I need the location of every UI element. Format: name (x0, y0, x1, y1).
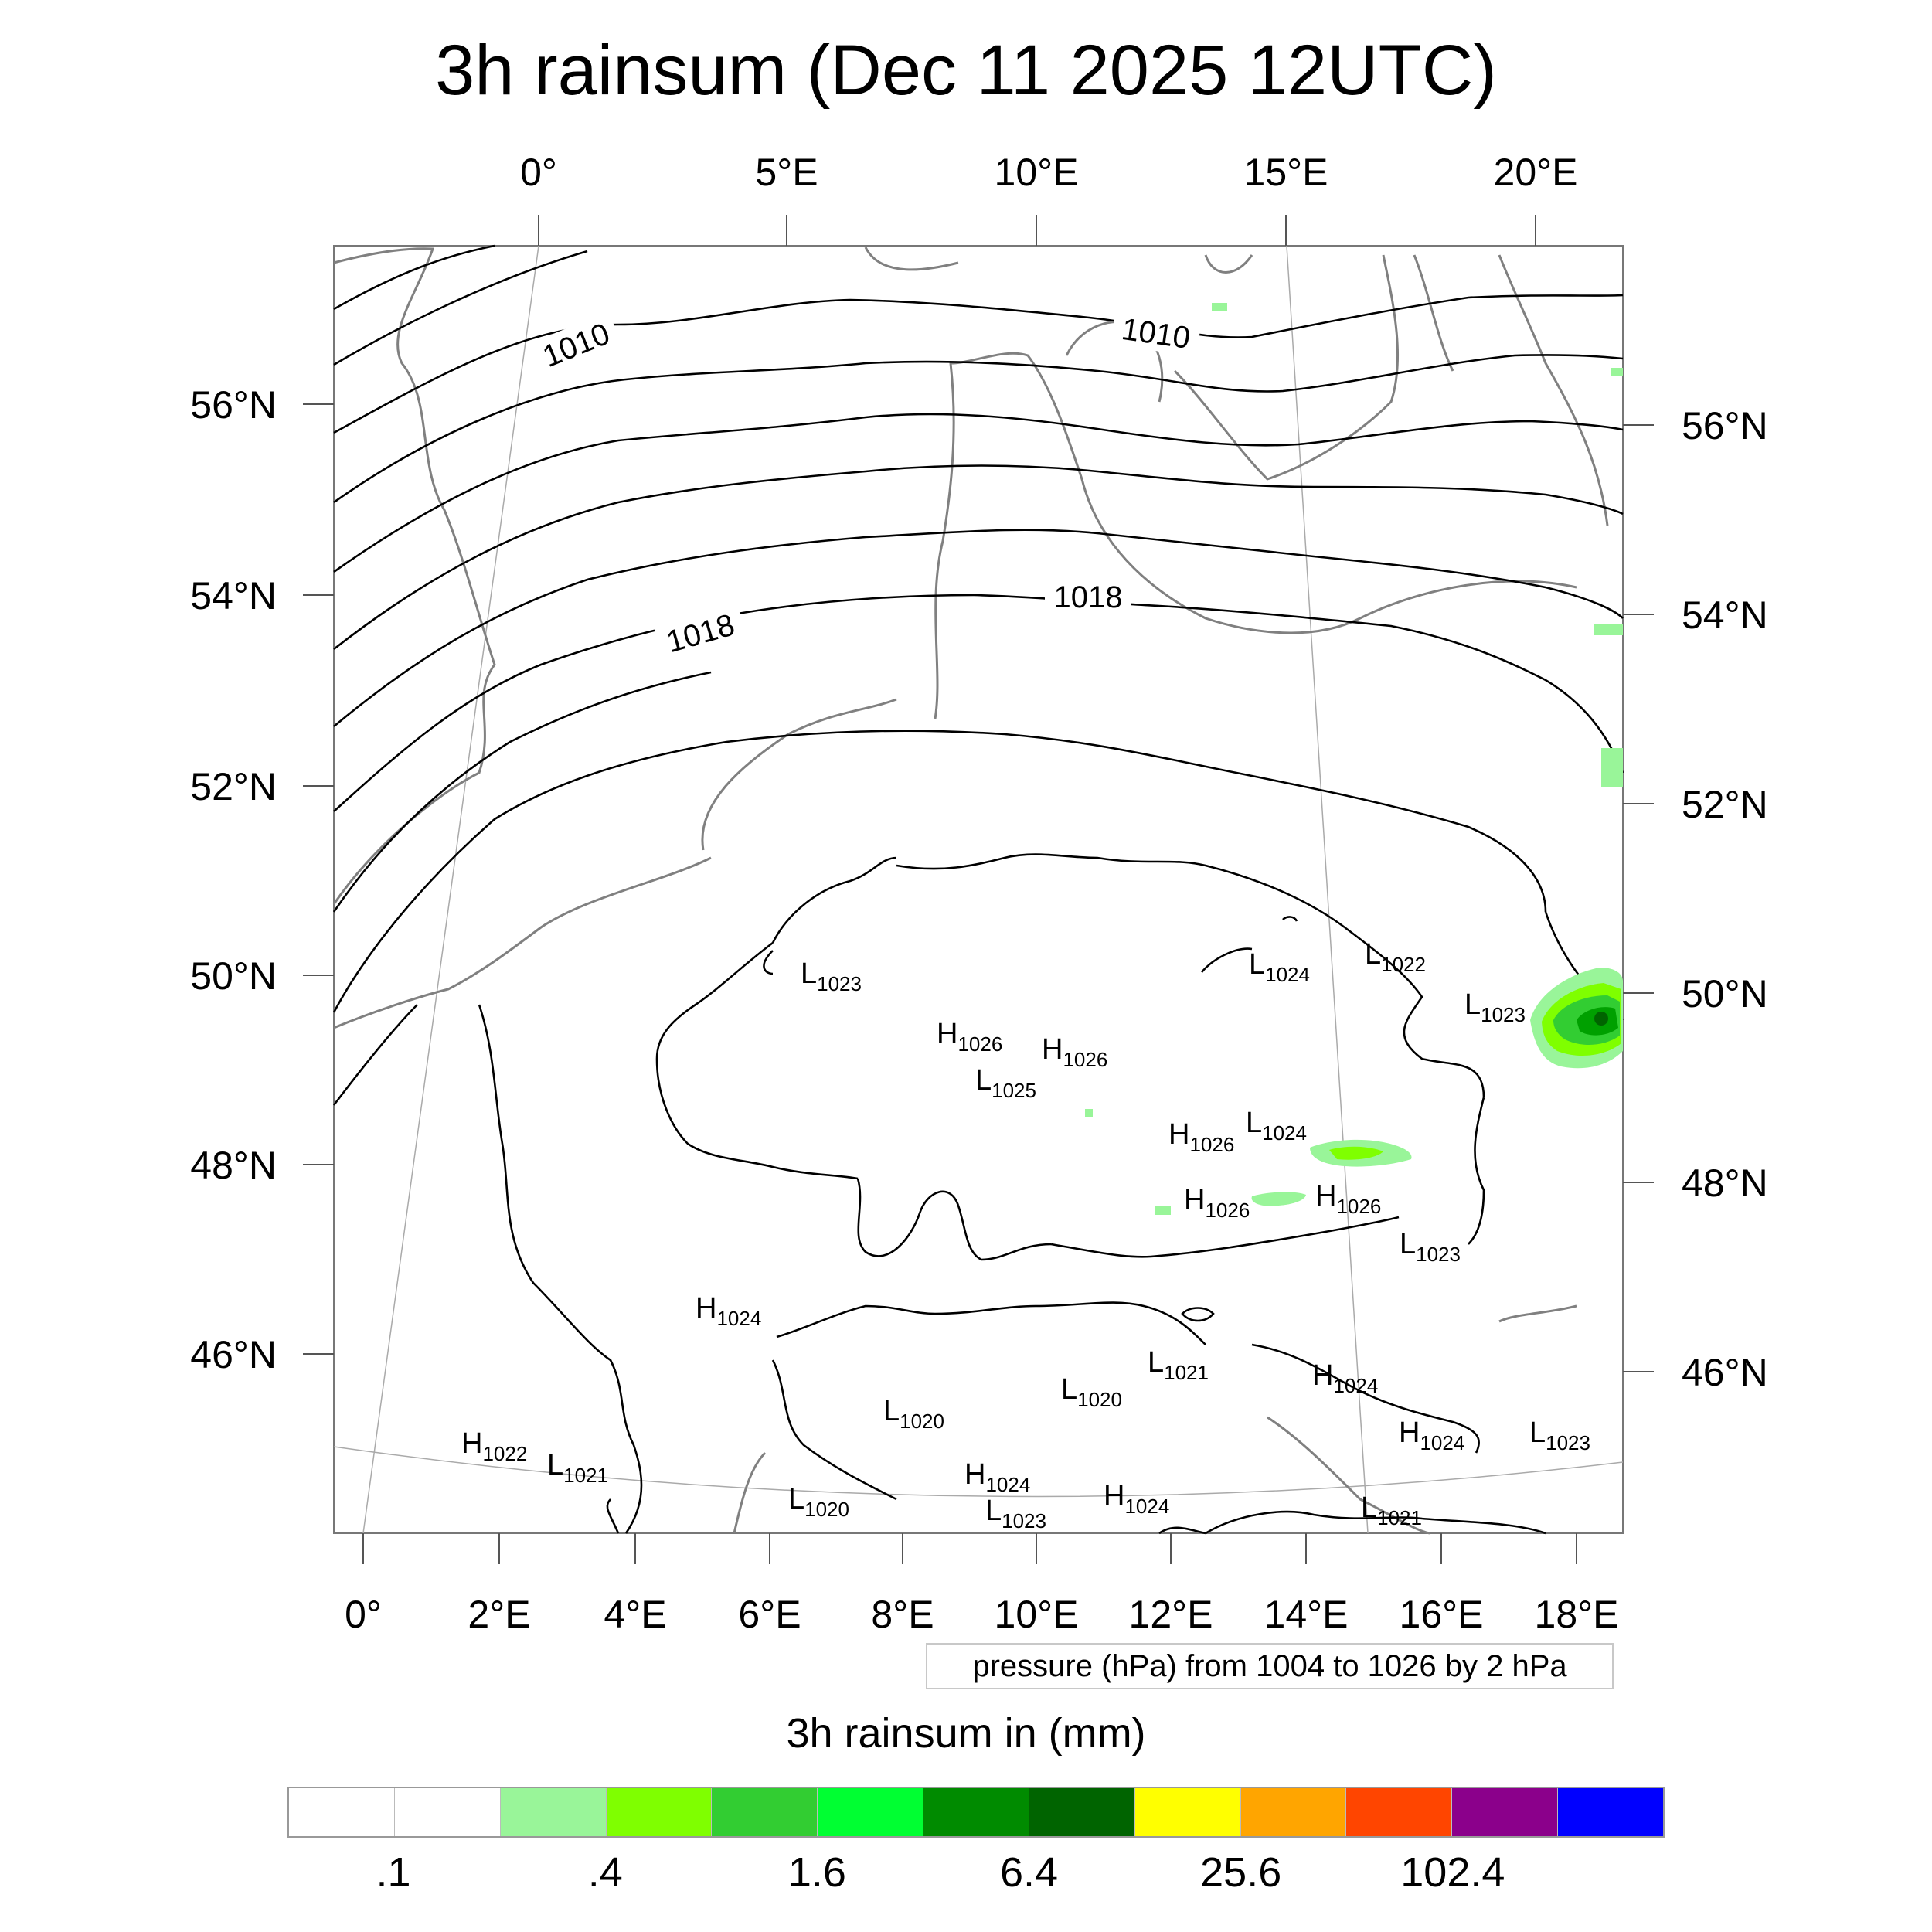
low-pressure-label: L1024 (1246, 1107, 1307, 1145)
bottom-lon-label: 0° (345, 1593, 382, 1636)
high-pressure-label: H1026 (937, 1018, 1002, 1056)
low-pressure-label: L1023 (1529, 1417, 1590, 1454)
right-lat-label: 54°N (1682, 594, 1768, 637)
rain-area-center-south (1251, 1192, 1306, 1206)
left-lat-label: 52°N (190, 765, 277, 808)
top-lon-label: 10°E (995, 151, 1079, 194)
low-pressure-label: L1020 (1061, 1373, 1122, 1411)
top-lon-label: 5°E (755, 151, 818, 194)
graticule (333, 245, 1624, 1534)
low-pressure-label: L1022 (1365, 938, 1426, 976)
isobars (332, 244, 1624, 1535)
rain-area-small (1611, 368, 1623, 376)
colorbar-swatch (818, 1788, 924, 1836)
colorbar-swatch (500, 1788, 607, 1836)
low-pressure-label: L1023 (801, 957, 862, 995)
bottom-lon-label: 10°E (995, 1593, 1079, 1636)
left-lat-label: 56°N (190, 383, 277, 427)
high-pressure-label: H1024 (1312, 1359, 1378, 1397)
bottom-longitude-labels: 0° 2°E 4°E 6°E 8°E 10°E 12°E 14°E 16°E 1… (345, 1593, 1618, 1636)
high-pressure-label: H1024 (1104, 1480, 1169, 1518)
low-pressure-label: L1023 (1464, 988, 1526, 1026)
low-pressure-label: L1025 (975, 1064, 1036, 1102)
colorbar-label: 6.4 (999, 1849, 1059, 1896)
colorbar-swatch (1134, 1788, 1241, 1836)
tick-marks (303, 215, 1654, 1564)
top-lon-label: 0° (520, 151, 557, 194)
left-lat-label: 54°N (190, 574, 277, 617)
rain-area-small (1594, 624, 1623, 635)
bottom-lon-label: 16°E (1400, 1593, 1484, 1636)
right-latitude-labels: 56°N 54°N 52°N 50°N 48°N 46°N (1682, 404, 1768, 1394)
low-pressure-label: L1020 (883, 1395, 944, 1433)
right-lat-label: 50°N (1682, 972, 1768, 1015)
bottom-lon-label: 18°E (1535, 1593, 1619, 1636)
colorbar-swatch (1452, 1788, 1559, 1836)
left-lat-label: 48°N (190, 1144, 277, 1187)
colorbar (287, 1787, 1665, 1838)
colorbar-swatch (1346, 1788, 1453, 1836)
bottom-lon-label: 4°E (604, 1593, 666, 1636)
contour-label: 1018 (1054, 580, 1123, 614)
colorbar-label: 102.4 (1400, 1849, 1505, 1896)
bottom-lon-label: 12°E (1129, 1593, 1213, 1636)
high-pressure-label: H1026 (1184, 1184, 1250, 1222)
top-longitude-labels: 0° 5°E 10°E 15°E 20°E (520, 151, 1577, 194)
colorbar-label: .1 (376, 1849, 411, 1896)
top-lon-label: 20°E (1494, 151, 1578, 194)
colorbar-label: .4 (587, 1849, 623, 1896)
high-pressure-label: H1026 (1168, 1118, 1234, 1156)
bottom-lon-label: 6°E (738, 1593, 801, 1636)
colorbar-swatch (1240, 1788, 1347, 1836)
high-pressure-label: H1026 (1315, 1180, 1381, 1218)
right-lat-label: 46°N (1682, 1351, 1768, 1394)
colorbar-label: 1.6 (787, 1849, 846, 1896)
bottom-lon-label: 14°E (1264, 1593, 1349, 1636)
top-lon-label: 15°E (1244, 151, 1328, 194)
high-pressure-label: H1024 (1399, 1417, 1464, 1454)
low-pressure-label: L1023 (985, 1495, 1046, 1532)
map-frame (333, 245, 1624, 1534)
legend-title: 3h rainsum in (mm) (786, 1710, 1146, 1757)
rain-area-small (1601, 748, 1623, 787)
low-pressure-label: L1023 (1400, 1228, 1461, 1266)
colorbar-label: 25.6 (1200, 1849, 1282, 1896)
right-lat-label: 52°N (1682, 783, 1768, 826)
rain-area-small (1155, 1206, 1171, 1215)
right-lat-label: 48°N (1682, 1162, 1768, 1205)
pressure-note: pressure (hPa) from 1004 to 1026 by 2 hP… (926, 1643, 1614, 1689)
colorbar-swatch (606, 1788, 713, 1836)
bottom-lon-label: 2°E (468, 1593, 530, 1636)
colorbar-swatch (712, 1788, 818, 1836)
colorbar-swatch (289, 1788, 395, 1836)
low-pressure-label: L1024 (1249, 948, 1310, 986)
coastlines (332, 247, 1609, 1535)
rainfall-areas (1085, 303, 1623, 1215)
colorbar-swatch (394, 1788, 501, 1836)
high-pressure-label: H1024 (696, 1292, 761, 1330)
left-lat-label: 46°N (190, 1333, 277, 1376)
low-pressure-label: L1020 (788, 1483, 849, 1521)
left-lat-label: 50°N (190, 954, 277, 998)
left-latitude-labels: 56°N 54°N 52°N 50°N 48°N 46°N (190, 383, 277, 1376)
colorbar-swatch (1029, 1788, 1135, 1836)
right-lat-label: 56°N (1682, 404, 1768, 447)
colorbar-swatch (923, 1788, 1029, 1836)
low-pressure-label: L1021 (547, 1449, 608, 1487)
rain-area-small (1085, 1109, 1093, 1117)
high-pressure-label: H1022 (461, 1427, 527, 1465)
low-pressure-label: L1021 (1361, 1492, 1422, 1529)
rain-area-small (1212, 303, 1227, 311)
low-pressure-label: L1021 (1148, 1346, 1209, 1384)
colorbar-swatch (1558, 1788, 1663, 1836)
bottom-lon-label: 8°E (871, 1593, 934, 1636)
high-pressure-label: H1024 (964, 1458, 1030, 1496)
high-pressure-label: H1026 (1042, 1033, 1107, 1071)
map-title: 3h rainsum (Dec 11 2025 12UTC) (435, 31, 1497, 110)
